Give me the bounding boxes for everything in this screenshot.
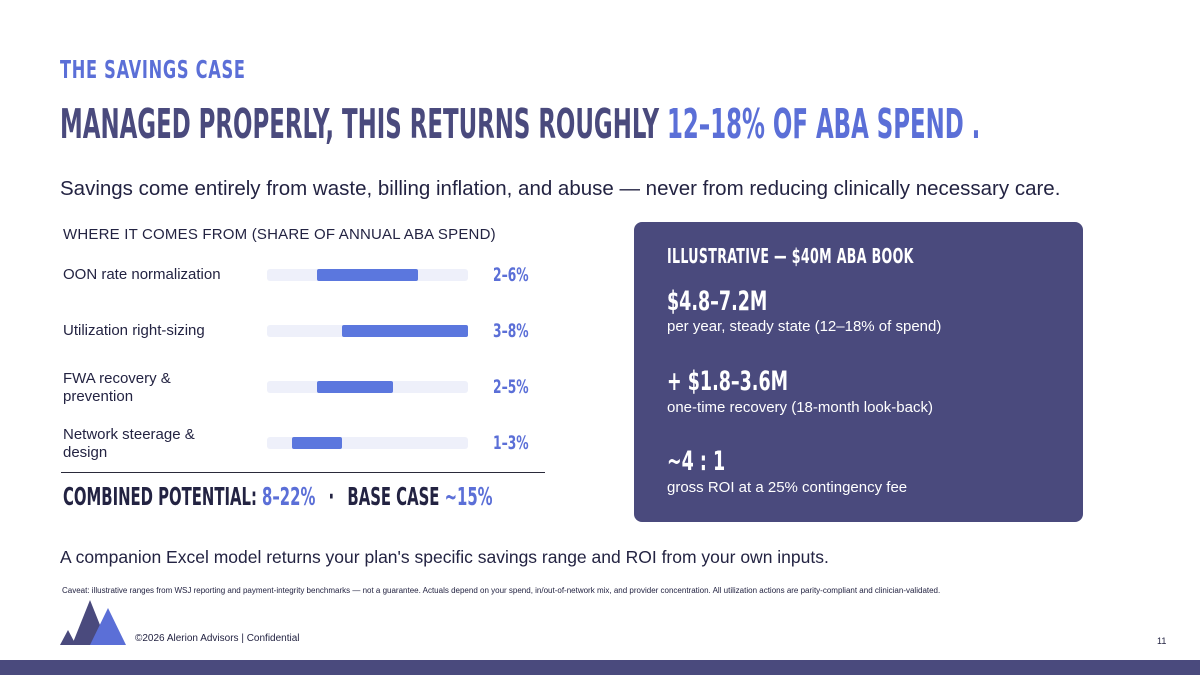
range-value: 3–8% bbox=[493, 320, 529, 342]
breakdown-title: WHERE IT COMES FROM (SHARE OF ANNUAL ABA… bbox=[63, 226, 496, 243]
row-label: OON rate normalization bbox=[63, 266, 221, 283]
range-value: 2–5% bbox=[493, 376, 529, 398]
range-track bbox=[267, 437, 468, 449]
metric-recovery-value: + $1.8–3.6M bbox=[667, 366, 789, 397]
base-case-value: ~15% bbox=[444, 482, 493, 511]
combined-label: COMBINED POTENTIAL: bbox=[63, 482, 257, 511]
combined-summary: COMBINED POTENTIAL: 8–22% · BASE CASE ~15% bbox=[63, 482, 493, 511]
range-bar bbox=[317, 269, 418, 281]
row-label: Utilization right-sizing bbox=[63, 322, 205, 339]
page-number: 11 bbox=[1157, 636, 1167, 646]
breakdown-row-fwa: FWA recovery & prevention 2–5% bbox=[63, 370, 543, 410]
metric-annual-value: $4.8–7.2M bbox=[667, 286, 768, 317]
range-track bbox=[267, 381, 468, 393]
combined-value: 8–22% bbox=[262, 482, 316, 511]
range-track bbox=[267, 325, 468, 337]
eyebrow: THE SAVINGS CASE bbox=[60, 55, 246, 84]
metric-roi-value: ~4 : 1 bbox=[667, 446, 726, 477]
breakdown-row-utilization: Utilization right-sizing 3–8% bbox=[63, 320, 543, 362]
headline-highlight: 12–18% OF ABA SPEND . bbox=[666, 100, 981, 148]
range-bar bbox=[292, 437, 343, 449]
separator: · bbox=[328, 482, 335, 511]
divider bbox=[61, 472, 545, 473]
footer-text: ©2026 Alerion Advisors | Confidential bbox=[135, 633, 300, 644]
card-title: ILLUSTRATIVE — $40M ABA BOOK bbox=[667, 244, 914, 268]
bottom-bar bbox=[0, 660, 1200, 675]
range-track bbox=[267, 269, 468, 281]
mountain-peaks-icon bbox=[60, 600, 126, 645]
caveat: Caveat: illustrative ranges from WSJ rep… bbox=[62, 586, 941, 595]
subtitle: Savings come entirely from waste, billin… bbox=[60, 177, 1061, 200]
row-label: FWA recovery & prevention bbox=[63, 370, 171, 405]
companion-note: A companion Excel model returns your pla… bbox=[60, 547, 829, 567]
headline-prefix: MANAGED PROPERLY, THIS RETURNS ROUGHLY bbox=[60, 100, 667, 148]
page-title: MANAGED PROPERLY, THIS RETURNS ROUGHLY 1… bbox=[60, 100, 980, 148]
metric-recovery-desc: one-time recovery (18-month look-back) bbox=[667, 399, 933, 416]
range-bar bbox=[342, 325, 468, 337]
breakdown-row-network: Network steerage & design 1–3% bbox=[63, 426, 543, 466]
metric-annual-desc: per year, steady state (12–18% of spend) bbox=[667, 318, 942, 335]
row-label: Network steerage & design bbox=[63, 426, 195, 461]
breakdown-row-oon: OON rate normalization 2–6% bbox=[63, 264, 543, 306]
base-case-label: BASE CASE bbox=[347, 482, 440, 511]
illustrative-card: ILLUSTRATIVE — $40M ABA BOOK $4.8–7.2M p… bbox=[634, 222, 1083, 522]
range-value: 2–6% bbox=[493, 264, 529, 286]
range-bar bbox=[317, 381, 393, 393]
range-value: 1–3% bbox=[493, 432, 529, 454]
metric-roi-desc: gross ROI at a 25% contingency fee bbox=[667, 479, 908, 496]
